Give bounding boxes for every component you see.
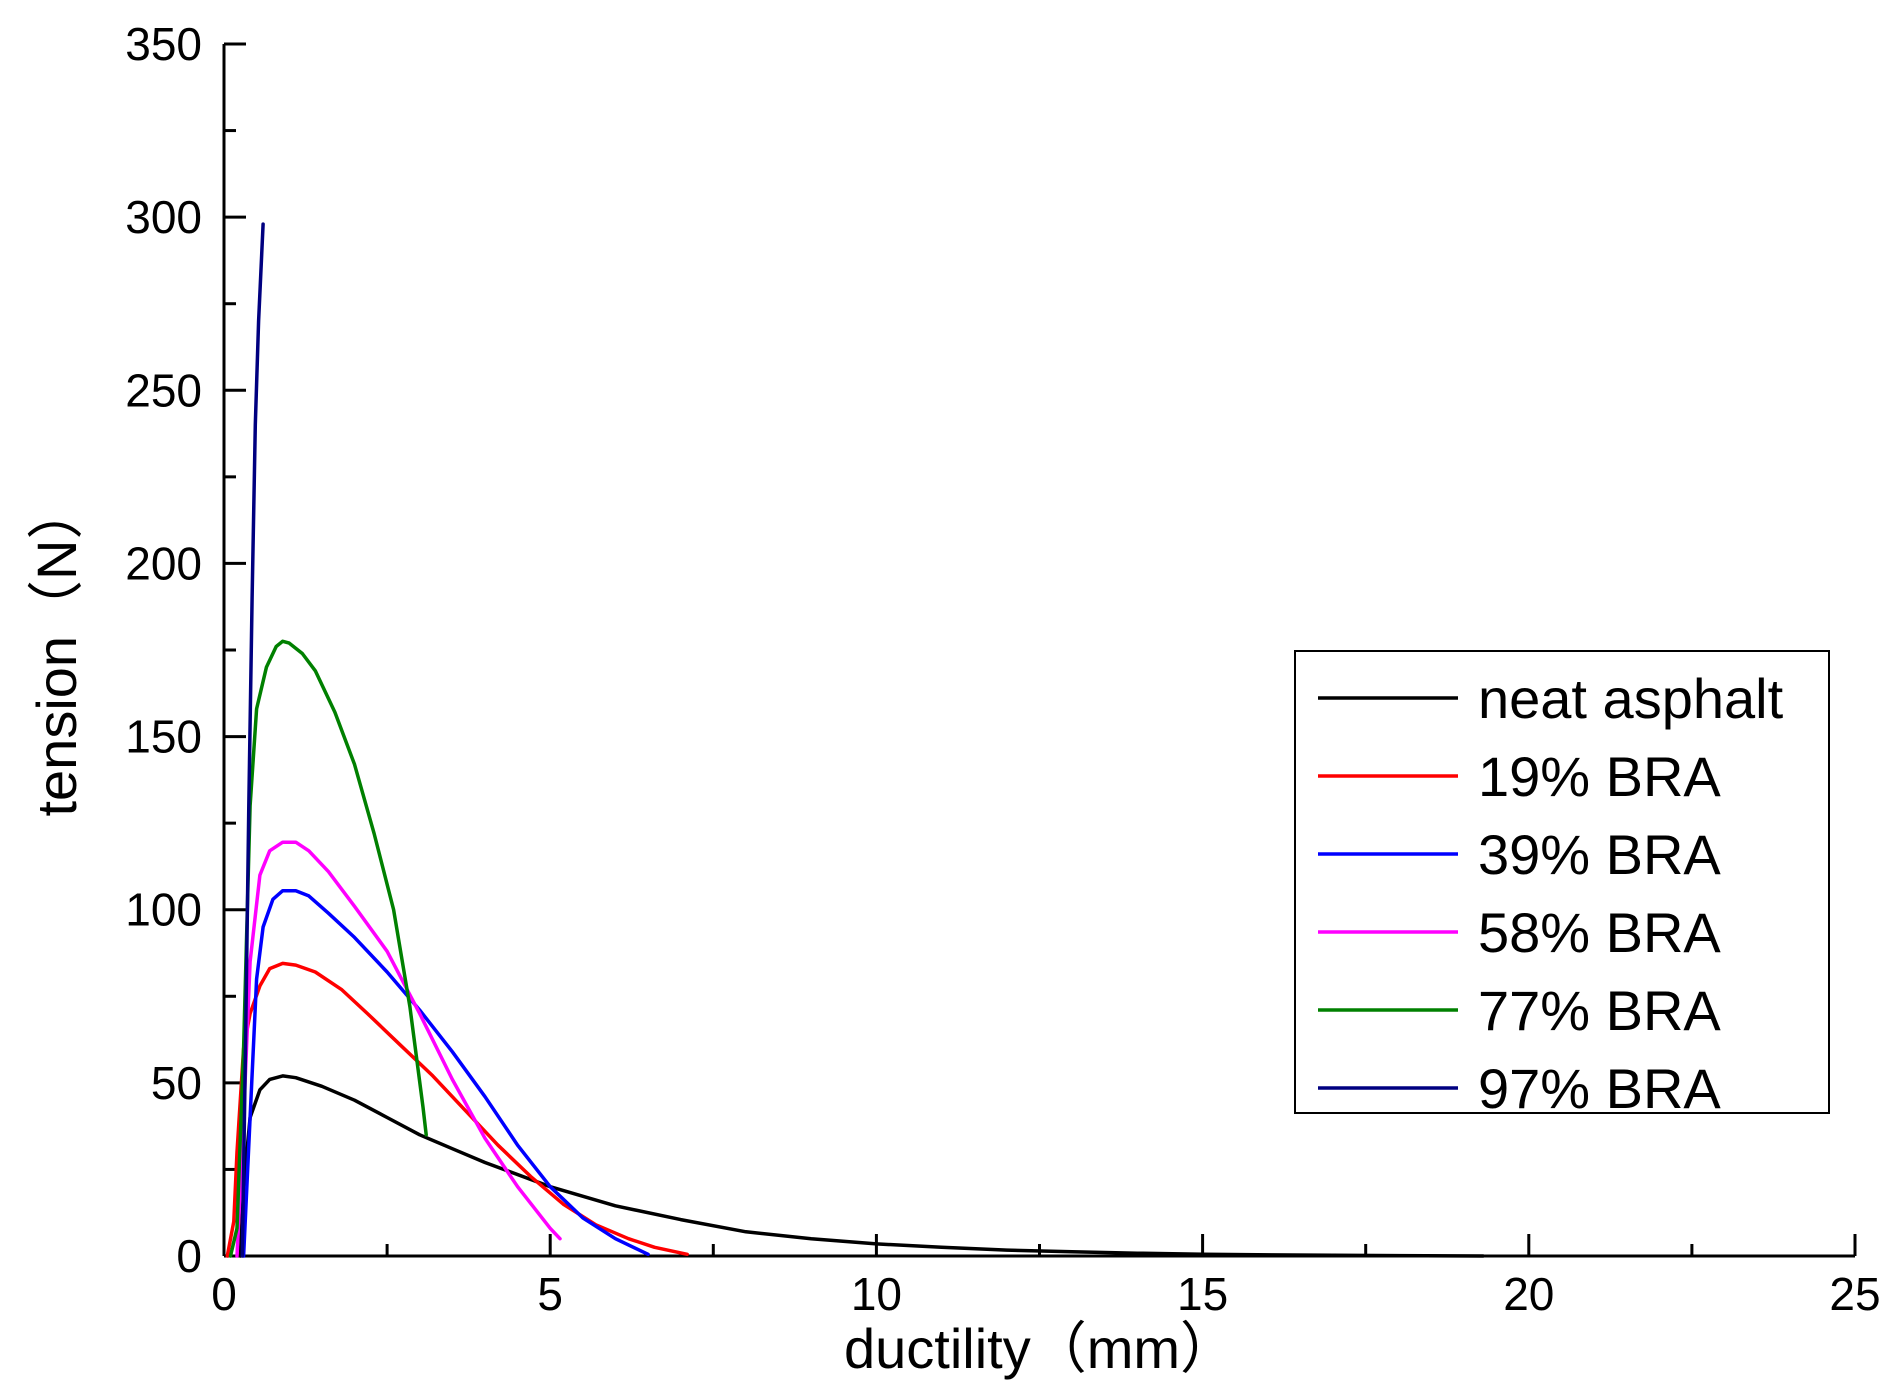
y-tick-label: 100: [125, 884, 202, 936]
series-line-39-bra: [241, 888, 650, 1258]
series-line-97-bra: [240, 222, 265, 1258]
x-tick-label: 15: [1177, 1268, 1228, 1320]
y-tick-label: 350: [125, 18, 202, 70]
y-tick-label: 300: [125, 191, 202, 243]
legend: neat asphalt 19% BRA 39% BRA 58% BRA 77% BRA…: [1294, 650, 1830, 1120]
series-group: [225, 222, 1485, 1258]
x-tick-label: 0: [211, 1268, 237, 1320]
legend-box: [1294, 650, 1830, 1114]
legend-label-19-bra: 19% BRA: [1478, 745, 1721, 808]
y-axis-title: tension（N）: [25, 483, 88, 816]
legend-label-77-bra: 77% BRA: [1478, 979, 1721, 1042]
y-tick-label: 200: [125, 537, 202, 589]
x-tick-label: 20: [1503, 1268, 1554, 1320]
legend-label-58-bra: 58% BRA: [1478, 901, 1721, 964]
x-axis-title: ductility（mm）: [844, 1317, 1236, 1380]
series-line-19-bra: [225, 961, 689, 1258]
series-line-58-bra: [235, 840, 562, 1258]
legend-label-39-bra: 39% BRA: [1478, 823, 1721, 886]
y-tick-label: 250: [125, 364, 202, 416]
x-tick-label: 5: [537, 1268, 563, 1320]
series-line-neat-asphalt: [238, 1074, 1485, 1258]
x-tick-label: 25: [1829, 1268, 1880, 1320]
x-tick-label: 10: [851, 1268, 902, 1320]
legend-label-neat-asphalt: neat asphalt: [1478, 667, 1784, 730]
y-tick-label: 0: [176, 1230, 202, 1282]
y-tick-label: 150: [125, 711, 202, 763]
legend-label-97-bra: 97% BRA: [1478, 1057, 1721, 1120]
y-tick-label: 50: [151, 1057, 202, 1109]
